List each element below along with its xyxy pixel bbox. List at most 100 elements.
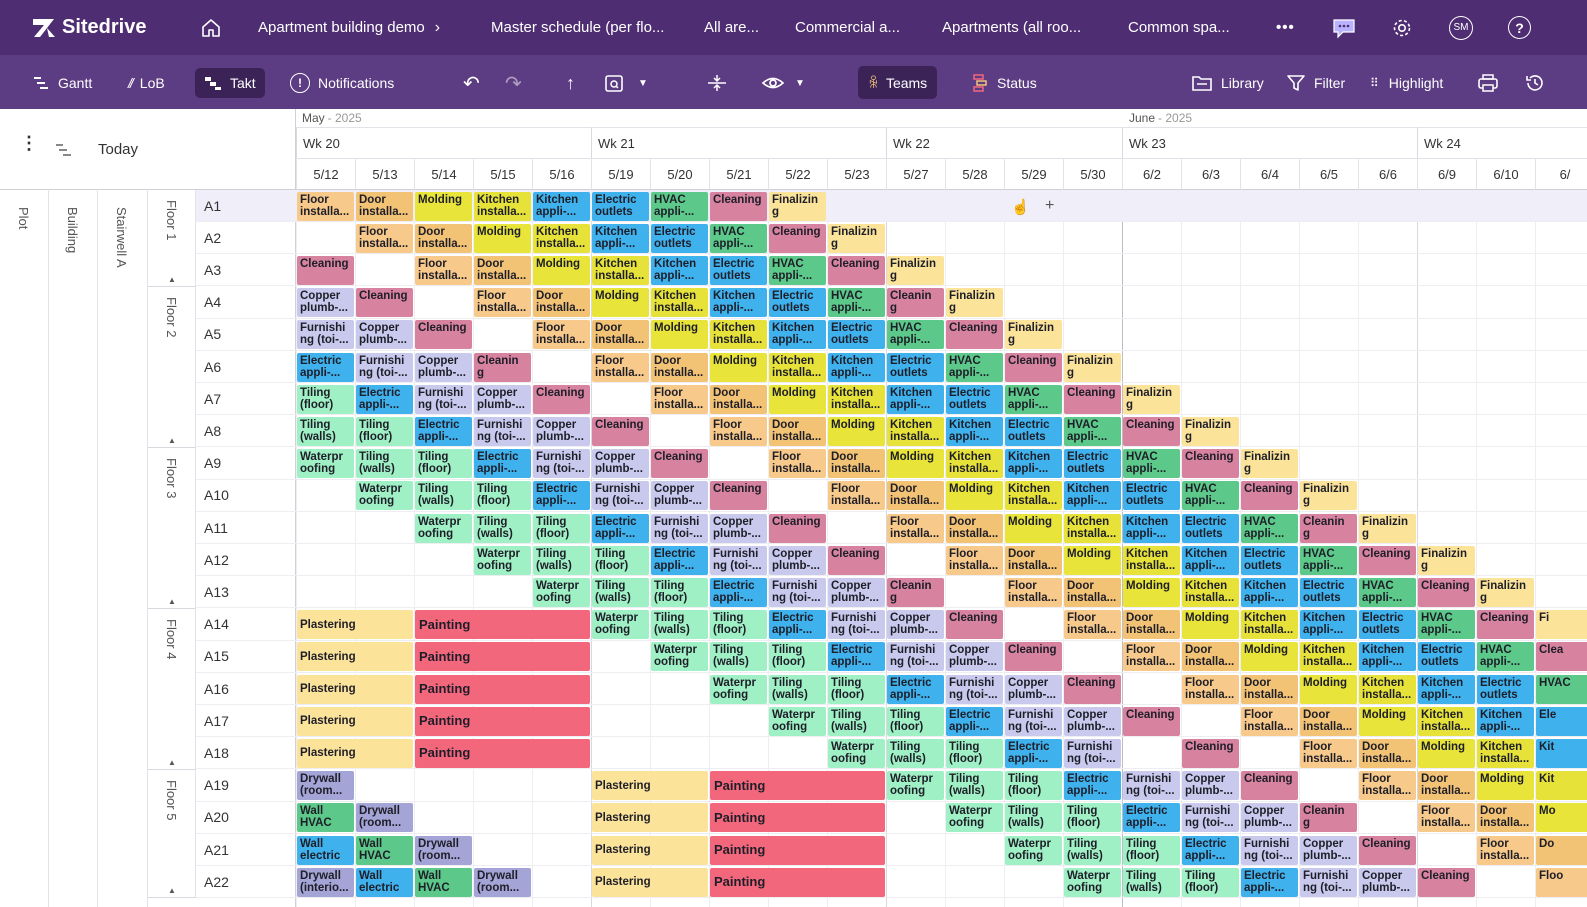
day-header[interactable]: 6/4 — [1240, 158, 1299, 190]
home-button[interactable] — [200, 0, 222, 55]
logo[interactable]: Sitedrive — [30, 0, 146, 55]
task-block[interactable]: Cleaning — [651, 449, 708, 479]
task-block[interactable]: Finalizin g — [769, 191, 826, 221]
add-task-icon[interactable]: + — [1045, 197, 1055, 214]
task-block[interactable]: Electric outlets — [1064, 449, 1121, 479]
task-block[interactable]: Cleaning — [592, 416, 649, 446]
task-block[interactable]: Door installa... — [769, 416, 826, 446]
task-block[interactable]: Cleaning — [710, 191, 767, 221]
task-block[interactable]: Cleaning — [1182, 449, 1239, 479]
task-block[interactable]: Tiling (floor) — [1064, 803, 1121, 833]
task-block[interactable]: Tiling (walls) — [651, 610, 708, 640]
task-block[interactable]: Electric appli-... — [1182, 835, 1239, 865]
task-block[interactable]: Furnishi ng (toi-... — [297, 320, 354, 350]
task-block[interactable]: Electric appli-... — [651, 545, 708, 575]
task-block[interactable]: Tiling (walls) — [356, 449, 413, 479]
help-button[interactable]: ? — [1508, 0, 1531, 55]
task-block[interactable]: Tiling (floor) — [887, 706, 944, 736]
day-header[interactable]: 5/28 — [945, 158, 1004, 190]
task-block[interactable]: Floor installa... — [592, 352, 649, 382]
task-block[interactable]: Cleaning — [1182, 738, 1239, 768]
task-block[interactable]: HVAC appli-... — [1123, 449, 1180, 479]
task-block[interactable]: Plastering — [592, 803, 708, 833]
task-block[interactable]: Copper plumb-... — [1300, 835, 1357, 865]
task-block[interactable]: Electric outlets — [1359, 610, 1416, 640]
task-block[interactable]: Plastering — [297, 706, 413, 736]
task-block[interactable]: Cleanin g — [474, 352, 531, 382]
task-block[interactable]: Cleanin g — [887, 288, 944, 318]
task-block[interactable]: Floor installa... — [887, 513, 944, 543]
task-block[interactable]: Kitchen installa... — [887, 416, 944, 446]
task-block[interactable]: Cleaning — [828, 255, 885, 285]
task-block[interactable]: Furnishi ng (toi-... — [1064, 738, 1121, 768]
day-header[interactable]: 6/5 — [1299, 158, 1358, 190]
task-block[interactable]: Kitchen appli-... — [946, 416, 1003, 446]
task-block[interactable]: Floor installa... — [946, 545, 1003, 575]
task-block[interactable]: Waterpr oofing — [297, 449, 354, 479]
task-block[interactable]: Molding — [474, 223, 531, 253]
task-block[interactable]: Painting — [415, 642, 590, 672]
task-block[interactable]: Kitchen appli-... — [1359, 642, 1416, 672]
task-block[interactable]: HVAC appli-... — [828, 288, 885, 318]
task-block[interactable]: Electric appli-... — [533, 481, 590, 511]
task-block[interactable]: Tiling (walls) — [769, 674, 826, 704]
task-block[interactable]: Molding — [415, 191, 472, 221]
floor-group[interactable]: Floor 4 ▲ — [148, 608, 196, 770]
task-block[interactable]: Tiling (floor) — [1005, 771, 1062, 801]
task-block[interactable]: Cleaning — [1418, 577, 1475, 607]
task-block[interactable]: Tiling (walls) — [533, 545, 590, 575]
task-block[interactable]: Molding — [651, 320, 708, 350]
task-block[interactable]: Molding — [946, 481, 1003, 511]
filter-button[interactable]: Filter — [1286, 68, 1345, 98]
location-row-label[interactable]: A8 — [196, 415, 296, 448]
task-block[interactable]: Cleaning — [769, 223, 826, 253]
task-block[interactable]: Kitchen installa... — [651, 288, 708, 318]
task-block[interactable]: Molding — [533, 255, 590, 285]
task-block[interactable]: Furnishi ng (toi-... — [1182, 803, 1239, 833]
task-block[interactable]: Floor installa... — [710, 416, 767, 446]
day-header[interactable]: 6/6 — [1358, 158, 1417, 190]
breadcrumb-apartments[interactable]: Apartments (all roo... — [942, 0, 1081, 55]
task-block[interactable]: Electric outlets — [1123, 481, 1180, 511]
day-header[interactable]: 5/19 — [591, 158, 650, 190]
task-block[interactable]: Floor installa... — [474, 288, 531, 318]
compress-button[interactable] — [706, 68, 728, 98]
task-block[interactable]: Kitchen appli-... — [828, 352, 885, 382]
task-block[interactable]: Drywall (room... — [297, 771, 354, 801]
task-block[interactable]: Fi — [1536, 610, 1587, 640]
task-block[interactable]: Molding — [769, 384, 826, 414]
task-block[interactable]: Floor installa... — [1418, 803, 1475, 833]
task-block[interactable]: Electric appli-... — [769, 610, 826, 640]
day-header[interactable]: 5/15 — [473, 158, 532, 190]
task-block[interactable]: Tiling (floor) — [297, 384, 354, 414]
task-block[interactable]: Electric appli-... — [946, 706, 1003, 736]
task-block[interactable]: Door installa... — [1123, 610, 1180, 640]
task-block[interactable]: Copper plumb-... — [651, 481, 708, 511]
task-block[interactable]: Waterpr oofing — [356, 481, 413, 511]
task-block[interactable]: Kitchen appli-... — [887, 384, 944, 414]
task-block[interactable]: Electric appli-... — [710, 577, 767, 607]
collapse-caret-icon[interactable]: ▲ — [168, 886, 176, 896]
task-block[interactable]: Door installa... — [828, 449, 885, 479]
day-header[interactable]: 6/10 — [1476, 158, 1535, 190]
task-block[interactable]: Kitchen appli-... — [1005, 449, 1062, 479]
location-row-label[interactable]: A7 — [196, 383, 296, 416]
task-block[interactable]: Floor installa... — [1241, 706, 1298, 736]
day-header[interactable]: 6/2 — [1122, 158, 1181, 190]
collapse-caret-icon[interactable]: ▲ — [168, 274, 176, 284]
day-header[interactable]: 5/13 — [355, 158, 414, 190]
task-block[interactable]: Finalizin g — [1005, 320, 1062, 350]
task-block[interactable]: Tiling (floor) — [828, 674, 885, 704]
task-block[interactable]: Cleaning — [1359, 835, 1416, 865]
task-block[interactable]: Cleaning — [710, 481, 767, 511]
task-block[interactable]: Floo — [1536, 867, 1587, 897]
task-block[interactable]: Copper plumb-... — [1241, 803, 1298, 833]
task-block[interactable]: Waterpr oofing — [592, 610, 649, 640]
task-block[interactable]: Molding — [828, 416, 885, 446]
task-block[interactable]: Electric outlets — [1300, 577, 1357, 607]
task-block[interactable]: Kitchen installa... — [1477, 738, 1534, 768]
task-block[interactable]: Furnishi ng (toi-... — [356, 352, 413, 382]
task-block[interactable]: Molding — [1241, 642, 1298, 672]
task-block[interactable]: Painting — [710, 867, 885, 897]
more-menu-button[interactable]: ••• — [1276, 0, 1295, 55]
